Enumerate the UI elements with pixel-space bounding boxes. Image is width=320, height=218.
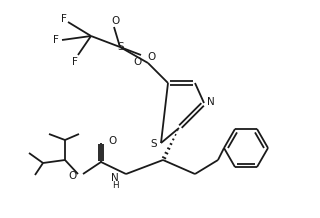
Text: O: O bbox=[69, 171, 77, 181]
Text: N: N bbox=[207, 97, 215, 107]
Text: F: F bbox=[61, 14, 67, 24]
Text: F: F bbox=[53, 35, 59, 45]
Text: O: O bbox=[147, 52, 155, 62]
Text: O: O bbox=[108, 136, 116, 146]
Text: O: O bbox=[134, 57, 142, 67]
Text: F: F bbox=[72, 57, 78, 67]
Text: H: H bbox=[112, 181, 119, 189]
Text: N: N bbox=[111, 173, 119, 183]
Text: S: S bbox=[118, 42, 124, 52]
Text: O: O bbox=[111, 16, 119, 26]
Text: S: S bbox=[151, 139, 157, 149]
